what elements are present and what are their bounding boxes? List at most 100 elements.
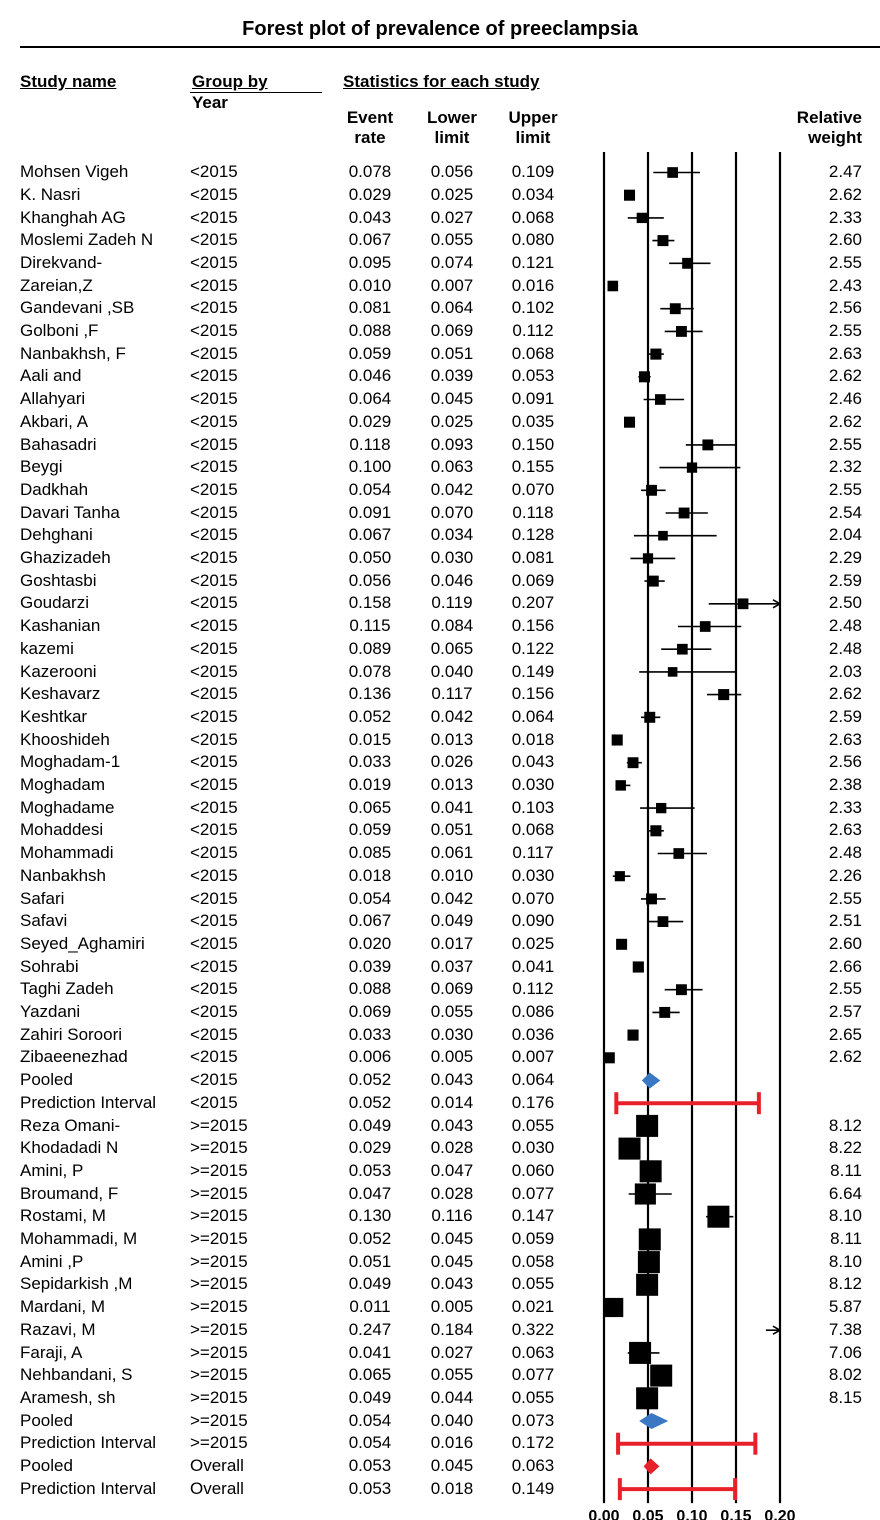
study-name: Pooled: [20, 1070, 73, 1090]
event-rate: 0.011: [349, 1297, 391, 1317]
table-row: Nanbakhsh, F <2015 0.059 0.051 0.068 2.63: [0, 343, 880, 366]
table-row: Mohammadi, M >=2015 0.052 0.045 0.059 8.11: [0, 1228, 880, 1251]
lower-limit: 0.055: [430, 1002, 474, 1022]
upper-limit: 0.086: [511, 1002, 555, 1022]
relative-weight: 2.29: [828, 548, 862, 568]
lower-limit: 0.045: [430, 1456, 474, 1476]
study-point: [623, 416, 636, 428]
relative-weight: 6.64: [828, 1183, 862, 1203]
upper-limit: 0.102: [511, 298, 555, 318]
x-tick-label: 0.05: [632, 1508, 663, 1520]
group-year: >=2015: [190, 1229, 248, 1249]
study-point: [676, 984, 687, 996]
upper-limit: 0.156: [511, 684, 555, 704]
relative-weight: 2.60: [828, 230, 862, 250]
event-rate: 0.033: [348, 752, 392, 772]
group-year: >=2015: [190, 1387, 248, 1407]
table-row: K. Nasri <2015 0.029 0.025 0.034 2.62: [0, 184, 880, 207]
study-name: Mohaddesi: [20, 820, 104, 840]
upper-limit: 0.058: [511, 1251, 555, 1271]
table-row: kazemi <2015 0.089 0.065 0.122 2.48: [0, 638, 880, 661]
upper-limit: 0.155: [511, 457, 555, 477]
study-point: [669, 303, 681, 315]
study-name: Broumand, F: [20, 1183, 119, 1203]
group-year: <2015: [190, 502, 238, 522]
upper-limit: 0.034: [511, 184, 555, 204]
event-rate: 0.065: [348, 1365, 392, 1385]
group-year: <2015: [190, 752, 238, 772]
group-year: <2015: [190, 298, 238, 318]
event-rate: 0.130: [348, 1206, 392, 1226]
relative-weight: 2.65: [828, 1024, 862, 1044]
study-point: [667, 167, 678, 178]
upper-limit: 0.036: [511, 1024, 555, 1044]
x-tick-label: 0.20: [764, 1508, 795, 1520]
upper-limit: 0.081: [511, 548, 555, 568]
lower-limit: 0.040: [430, 1410, 474, 1430]
study-point: [654, 394, 666, 405]
upper-limit: 0.043: [511, 752, 555, 772]
table-row: Dadkhah <2015 0.054 0.042 0.070 2.55: [0, 479, 880, 502]
event-rate: 0.049: [348, 1115, 392, 1135]
event-rate: 0.247: [348, 1319, 392, 1339]
group-year: <2015: [190, 911, 238, 931]
study-name: Prediction Interval: [20, 1092, 157, 1112]
relative-weight: 2.62: [828, 366, 862, 386]
study-point: [707, 1205, 730, 1228]
table-row: Sohrabi <2015 0.039 0.037 0.041 2.66: [0, 956, 880, 979]
study-name: Sepidarkish ,M: [20, 1274, 133, 1294]
table-row: Moghadam <2015 0.019 0.013 0.030 2.38: [0, 774, 880, 797]
relative-weight: 2.62: [828, 684, 862, 704]
study-point: [676, 643, 688, 655]
event-rate: 0.095: [348, 252, 392, 272]
table-row: Prediction Interval Overall 0.053 0.018 0.14…: [0, 1478, 880, 1501]
header-weight: weight: [808, 128, 862, 147]
study-name: Prediction Interval: [20, 1433, 157, 1453]
event-rate: 0.059: [348, 820, 392, 840]
event-rate: 0.059: [348, 343, 392, 363]
lower-limit: 0.051: [430, 820, 474, 840]
relative-weight: 2.55: [828, 252, 862, 272]
study-point: [676, 325, 687, 337]
table-row: Kashanian <2015 0.115 0.084 0.156 2.48: [0, 615, 880, 638]
group-year: >=2015: [190, 1274, 248, 1294]
study-name: Golboni ,F: [20, 321, 99, 341]
upper-limit: 0.121: [511, 252, 555, 272]
study-name: Kazerooni: [20, 661, 97, 681]
group-year: <2015: [190, 775, 238, 795]
pooled-diamond: [639, 1413, 669, 1429]
group-year: <2015: [190, 1024, 238, 1044]
relative-weight: 2.26: [828, 865, 862, 885]
study-name: Moghadam-1: [20, 752, 121, 772]
relative-weight: 2.56: [828, 298, 862, 318]
relative-weight: 2.32: [828, 457, 862, 477]
table-row: Pooled >=2015 0.054 0.040 0.073: [0, 1410, 880, 1433]
table-row: Bahasadri <2015 0.118 0.093 0.150 2.55: [0, 434, 880, 457]
upper-limit: 0.055: [511, 1115, 555, 1135]
upper-limit: 0.059: [511, 1229, 555, 1249]
study-name: Reza Omani-: [20, 1115, 121, 1135]
upper-limit: 0.118: [512, 502, 554, 522]
relative-weight: 2.46: [828, 389, 862, 409]
upper-limit: 0.041: [511, 956, 555, 976]
event-rate: 0.029: [348, 411, 392, 431]
study-point: [618, 1137, 641, 1160]
study-name: Dadkhah: [20, 479, 89, 499]
table-row: Mohammadi <2015 0.085 0.061 0.117 2.48: [0, 842, 880, 865]
upper-limit: 0.016: [511, 275, 555, 295]
lower-limit: 0.042: [430, 479, 474, 499]
study-point: [611, 734, 623, 746]
relative-weight: 8.10: [828, 1251, 862, 1271]
event-rate: 0.052: [348, 1092, 392, 1112]
study-point: [629, 1341, 652, 1364]
relative-weight: 2.55: [828, 479, 862, 499]
table-row: Taghi Zadeh <2015 0.088 0.069 0.112 2.55: [0, 978, 880, 1001]
study-point: [650, 348, 662, 360]
lower-limit: 0.093: [430, 434, 474, 454]
upper-limit: 0.064: [511, 706, 555, 726]
upper-limit: 0.068: [511, 343, 555, 363]
event-rate: 0.033: [348, 1024, 392, 1044]
relative-weight: 2.66: [828, 956, 862, 976]
lower-limit: 0.065: [430, 638, 474, 658]
